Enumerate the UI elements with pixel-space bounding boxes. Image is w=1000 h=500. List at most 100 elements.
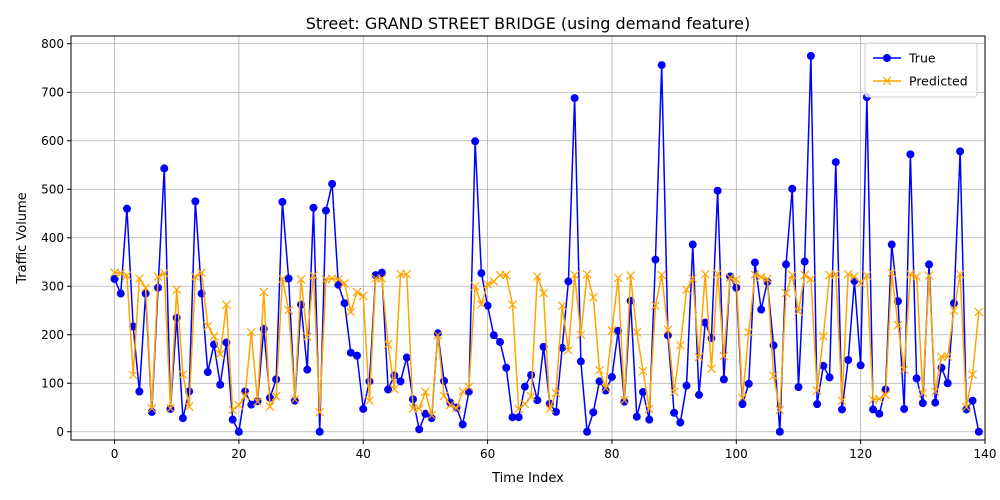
data-point: [874, 394, 884, 404]
data-point: [408, 404, 418, 413]
data-point: [160, 164, 169, 173]
data-point: [415, 425, 424, 434]
data-point: [464, 382, 474, 392]
data-point: [688, 240, 697, 249]
data-point: [253, 397, 262, 407]
data-point: [949, 299, 958, 308]
data-point: [377, 274, 387, 283]
data-point: [128, 370, 138, 380]
data-point: [812, 386, 822, 395]
data-point: [651, 301, 660, 311]
data-point: [110, 274, 119, 283]
y-tick-label: 600: [41, 134, 64, 148]
data-point: [153, 272, 163, 281]
legend-box: [864, 42, 978, 98]
data-point: [278, 197, 287, 206]
data-point: [688, 274, 698, 283]
data-point: [359, 404, 368, 413]
data-point: [421, 409, 430, 418]
y-axis-label: Traffic Volume: [15, 192, 30, 285]
data-point: [744, 379, 753, 388]
data-point: [589, 408, 598, 417]
data-point: [831, 158, 840, 167]
data-point: [956, 147, 965, 156]
data-point: [353, 351, 362, 360]
data-point: [439, 391, 449, 401]
data-point: [731, 275, 741, 284]
data-point: [477, 269, 486, 278]
data-point: [365, 396, 374, 406]
data-point: [570, 270, 580, 280]
data-point: [501, 270, 511, 280]
data-point: [583, 427, 592, 436]
data-point: [178, 414, 187, 423]
data-point: [427, 410, 437, 420]
data-point: [446, 398, 455, 407]
data-point: [458, 387, 468, 396]
data-point: [445, 400, 455, 410]
data-point: [900, 404, 909, 413]
data-point: [184, 402, 194, 411]
data-point: [719, 375, 728, 384]
data-point: [340, 299, 349, 308]
data-point: [489, 331, 498, 340]
data-point: [159, 268, 169, 278]
data-point: [166, 404, 175, 413]
data-point: [539, 288, 548, 298]
data-point: [147, 407, 156, 416]
data-point: [328, 179, 337, 188]
data-point: [402, 353, 411, 362]
data-point: [937, 352, 946, 362]
data-point: [240, 391, 250, 401]
x-tick-label: 120: [849, 447, 872, 461]
x-tick-label: 80: [604, 447, 619, 461]
legend-swatch-marker: [882, 76, 892, 86]
data-point: [557, 301, 567, 311]
data-point: [352, 287, 362, 297]
data-point: [576, 330, 586, 340]
x-tick-label: 0: [111, 447, 119, 461]
data-point: [371, 274, 381, 283]
legend-label: Predicted: [909, 74, 968, 89]
data-point: [782, 260, 791, 269]
data-point: [309, 271, 318, 281]
data-point: [694, 352, 704, 362]
data-point: [228, 415, 237, 424]
data-point: [924, 271, 934, 281]
data-point: [806, 274, 816, 284]
data-point: [794, 307, 803, 316]
data-point: [414, 404, 424, 413]
x-axis-label: Time Index: [491, 471, 564, 486]
x-tick-label: 100: [725, 447, 748, 461]
data-point: [925, 260, 934, 269]
data-point: [862, 271, 872, 281]
y-tick-label: 100: [41, 376, 64, 390]
data-point: [576, 357, 585, 366]
data-point: [619, 395, 629, 405]
data-point: [526, 391, 536, 401]
data-point: [844, 355, 853, 364]
data-point: [837, 396, 847, 406]
y-tick-label: 500: [41, 182, 64, 196]
legend-item-predicted: Predicted: [873, 74, 968, 89]
data-point: [545, 404, 555, 414]
data-point: [906, 150, 915, 159]
data-point: [614, 326, 623, 335]
data-point: [570, 94, 579, 103]
series-predicted: [110, 268, 984, 420]
data-point: [551, 407, 560, 416]
data-point: [259, 287, 269, 297]
data-point: [496, 338, 505, 347]
y-tick-label: 0: [56, 425, 64, 439]
data-point: [837, 405, 846, 414]
data-point: [756, 272, 766, 282]
series-true: [110, 51, 983, 436]
data-point: [190, 272, 200, 281]
data-point: [719, 351, 729, 361]
data-point: [943, 379, 952, 388]
data-point: [601, 383, 611, 393]
y-tick-label: 800: [41, 37, 64, 51]
data-point: [800, 257, 809, 266]
data-point: [272, 375, 281, 384]
